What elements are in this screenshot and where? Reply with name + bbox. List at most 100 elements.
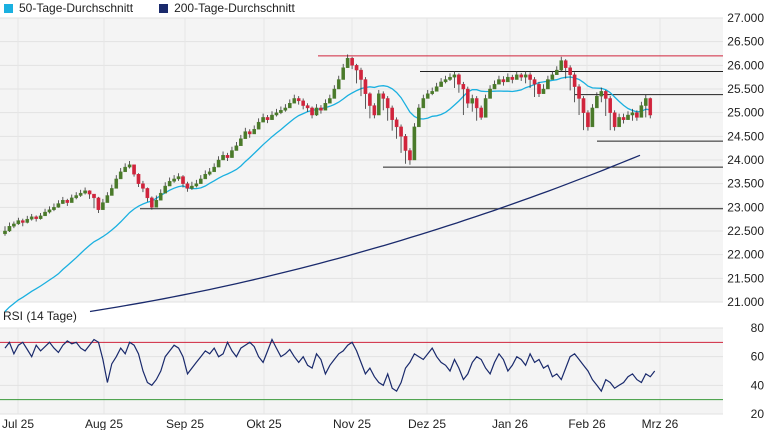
candle-up [252,129,257,135]
legend-swatch-sma200 [159,3,169,13]
candle-up [345,58,350,68]
candle-down [372,105,377,116]
candle-up [69,197,74,203]
candle-up [492,84,497,90]
rsi-panel-background [0,328,723,414]
candle-down [621,117,626,120]
candle-up [163,185,168,194]
candle-up [114,178,119,189]
candle-up [221,155,225,161]
candle-up [448,76,452,80]
candle-up [216,159,221,168]
candle-down [381,93,386,99]
candle-down [305,105,310,109]
candle-up [599,91,604,97]
candle-up [127,164,132,168]
candle-up [7,226,12,232]
candle-up [74,195,78,199]
candle-up [158,192,163,201]
rsi-tick-label: 20 [751,407,765,421]
candle-down [136,173,141,184]
candle-up [78,192,83,196]
candle-up [212,166,216,173]
candle-up [421,98,426,109]
candle-up [328,98,332,104]
price-tick-label: 21.000 [727,295,764,309]
candle-up [488,88,492,99]
candle-down [474,98,479,109]
candle-up [434,86,439,92]
candle-up [514,74,519,80]
candle-up [38,215,43,219]
candle-up [541,88,546,94]
candle-down [612,112,617,128]
candle-up [546,79,550,90]
candle-up [52,207,56,210]
candle-down [225,155,230,158]
candle-down [568,67,572,75]
candle-down [408,150,412,161]
candle-down [510,76,515,80]
candle-up [47,209,52,213]
candle-up [506,76,510,83]
candle-up [336,79,341,90]
candle-up [443,79,448,83]
legend-item-sma200: 200-Tage-Durchschnitt [155,1,295,15]
x-tick-label: Nov 25 [333,417,371,430]
candle-up [194,183,199,187]
candle-up [203,173,208,180]
candle-up [101,202,105,210]
candle-down [501,79,506,83]
rsi-title: RSI (14 Tage) [3,309,77,323]
candle-down [603,91,608,99]
candle-up [118,171,123,180]
candle-up [190,185,194,189]
price-tick-label: 22.500 [727,224,764,238]
candle-up [176,176,181,180]
legend: 50-Tage-Durchschnitt 200-Tage-Durchschni… [0,0,317,16]
price-tick-label: 23.000 [727,200,764,214]
candle-up [172,178,176,182]
candle-up [555,69,559,75]
candle-down [181,176,185,184]
candle-up [198,178,203,184]
rsi-tick-label: 60 [751,350,765,364]
x-tick-label: Feb 26 [568,417,606,430]
candle-down [319,107,323,111]
candle-down [461,84,466,90]
candle-up [314,107,319,116]
candle-up [288,102,292,109]
candle-down [145,188,150,199]
candle-up [341,67,346,80]
price-tick-label: 26.500 [727,35,764,49]
candle-down [132,164,136,175]
price-tick-label: 23.500 [727,177,764,191]
x-tick-label: Jul 25 [2,417,34,430]
candle-up [630,112,635,116]
candle-up [425,93,430,99]
candle-up [439,81,443,87]
candle-down [310,107,314,116]
candle-up [29,216,34,220]
candle-up [256,121,261,130]
candle-down [648,98,653,116]
candle-down [34,216,38,219]
candle-up [430,91,435,94]
candle-up [550,74,555,80]
candle-down [528,74,532,80]
x-tick-label: Sep 25 [166,417,204,430]
candle-down [466,88,470,104]
candle-down [141,183,145,189]
candle-up [323,102,328,111]
candle-down [586,112,590,128]
x-tick-label: Dez 25 [408,417,446,430]
candle-down [301,100,305,106]
candle-up [56,203,61,208]
price-tick-label: 26.000 [727,58,764,72]
candle-down [368,93,372,106]
candle-down [608,98,612,113]
candle-down [354,65,359,71]
candle-down [265,117,270,120]
candle-down [394,119,399,128]
candle-down [363,79,368,94]
